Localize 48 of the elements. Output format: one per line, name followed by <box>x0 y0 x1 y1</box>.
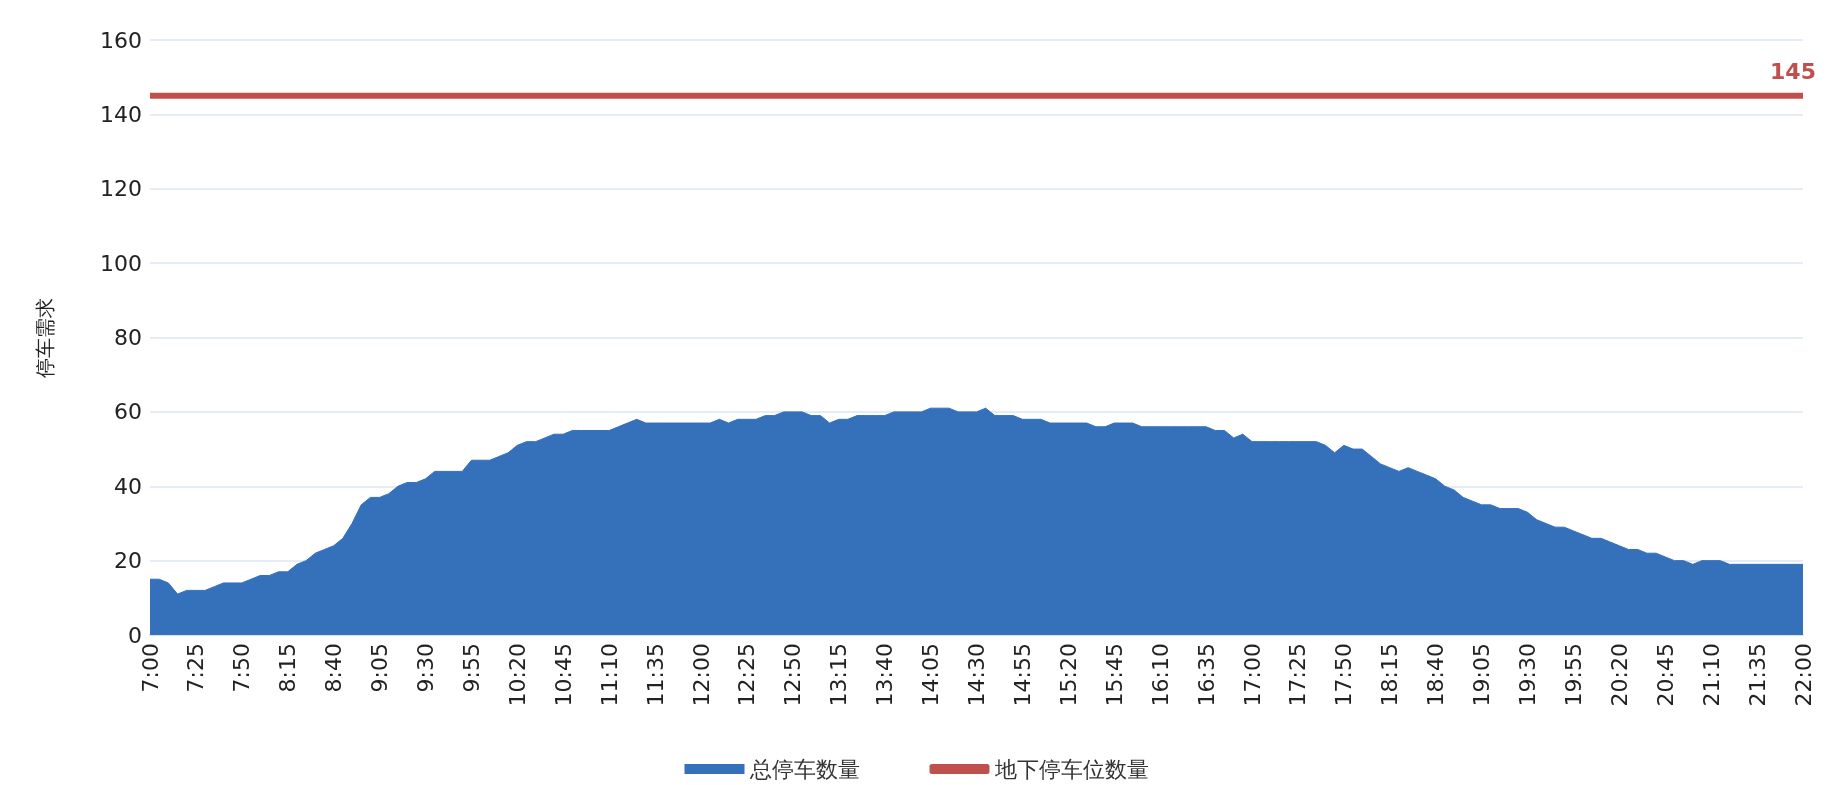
x-tick-label: 18:15 <box>1377 643 1403 707</box>
x-tick-label: 10:45 <box>550 643 576 707</box>
x-tick-label: 17:25 <box>1285 643 1311 707</box>
x-tick-label: 21:35 <box>1744 643 1770 707</box>
x-tick-label: 21:10 <box>1698 643 1724 707</box>
x-tick-label: 11:10 <box>596 643 622 707</box>
y-tick-label: 100 <box>100 250 142 276</box>
y-tick-label: 120 <box>100 176 142 202</box>
x-tick-label: 16:10 <box>1147 643 1173 707</box>
y-axis-title: 停车需求 <box>33 297 57 378</box>
y-tick-label: 160 <box>100 27 142 53</box>
x-tick-label: 8:15 <box>275 643 301 693</box>
x-tick-label: 7:25 <box>183 643 209 693</box>
x-tick-label: 9:55 <box>458 643 484 693</box>
x-tick-label: 17:50 <box>1331 643 1357 707</box>
x-tick-label: 12:50 <box>780 643 806 707</box>
x-tick-label: 10:20 <box>504 643 530 707</box>
x-tick-label: 15:20 <box>1055 643 1081 707</box>
x-tick-label: 14:30 <box>964 643 989 707</box>
y-tick-label: 40 <box>114 473 142 499</box>
x-tick-label: 17:00 <box>1239 643 1265 707</box>
x-tick-label: 13:15 <box>826 643 852 707</box>
y-tick-label: 80 <box>114 325 142 350</box>
x-tick-label: 9:05 <box>367 643 393 693</box>
x-tick-label: 11:35 <box>642 643 668 707</box>
x-tick-label: 22:00 <box>1790 643 1816 707</box>
y-tick-label: 60 <box>114 399 142 425</box>
x-tick-label: 12:25 <box>734 643 760 707</box>
x-tick-label: 19:55 <box>1560 643 1586 707</box>
x-tick-label: 13:40 <box>872 643 898 707</box>
x-tick-label: 8:40 <box>321 643 347 693</box>
x-tick-label: 20:45 <box>1652 643 1678 707</box>
x-tick-label: 7:50 <box>229 643 255 693</box>
x-tick-label: 15:45 <box>1101 643 1127 707</box>
data-label: 145 <box>1770 59 1816 85</box>
x-tick-label: 19:05 <box>1469 643 1495 707</box>
x-tick-label: 20:20 <box>1606 643 1632 707</box>
x-tick-label: 14:55 <box>1009 643 1035 707</box>
y-tick-label: 140 <box>100 101 142 127</box>
x-tick-label: 18:40 <box>1423 643 1449 707</box>
x-tick-label: 9:30 <box>413 643 438 693</box>
x-tick-label: 14:05 <box>918 643 944 707</box>
legend-label: 地下停车位数量 <box>993 756 1149 782</box>
x-tick-label: 16:35 <box>1193 643 1219 707</box>
legend-label: 总停车数量 <box>748 756 860 782</box>
x-tick-label: 12:00 <box>688 643 714 707</box>
y-tick-label: 20 <box>114 548 142 574</box>
x-tick-label: 19:30 <box>1515 643 1540 707</box>
